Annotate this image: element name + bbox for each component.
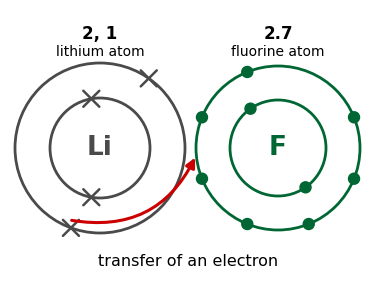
Circle shape xyxy=(300,182,311,193)
Text: transfer of an electron: transfer of an electron xyxy=(98,254,278,270)
Text: 2.7: 2.7 xyxy=(263,25,293,43)
Circle shape xyxy=(197,173,208,184)
Text: F: F xyxy=(269,135,287,161)
Circle shape xyxy=(349,173,359,184)
Text: fluorine atom: fluorine atom xyxy=(231,45,325,59)
Circle shape xyxy=(242,67,253,78)
Text: lithium atom: lithium atom xyxy=(56,45,144,59)
Text: 2, 1: 2, 1 xyxy=(82,25,118,43)
Circle shape xyxy=(303,219,314,230)
Circle shape xyxy=(245,103,256,114)
Circle shape xyxy=(197,112,208,123)
Circle shape xyxy=(349,112,359,123)
Text: Li: Li xyxy=(87,135,113,161)
Circle shape xyxy=(242,219,253,230)
